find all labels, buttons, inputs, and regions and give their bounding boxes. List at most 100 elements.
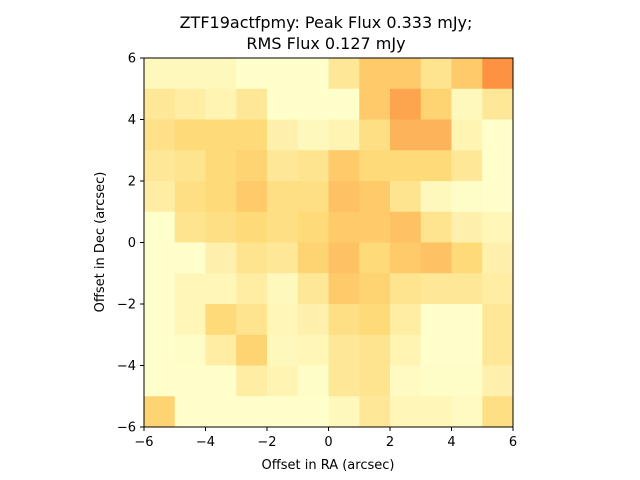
heatmap-cell [390,273,422,305]
heatmap-cell [267,181,299,213]
heatmap-cell [144,211,176,243]
heatmap-cell [236,365,268,397]
heatmap-cell [359,58,391,90]
heatmap-cell [451,365,483,397]
heatmap-cell [297,211,329,243]
heatmap-cell [482,150,514,182]
heatmap-cell [451,88,483,120]
heatmap-cell [297,273,329,305]
heatmap-cell [267,119,299,151]
heatmap-cell [174,304,206,336]
heatmap-cell [236,242,268,274]
heatmap-cell [205,396,237,428]
heatmap-cell [267,396,299,428]
heatmap-cell [236,396,268,428]
heatmap-cell [328,334,360,366]
heatmap-cell [144,181,176,213]
heatmap-cell [359,396,391,428]
heatmap-cell [359,334,391,366]
heatmap-cell [236,150,268,182]
heatmap-cell [205,211,237,243]
heatmap-cell [174,273,206,305]
heatmap-cell [205,365,237,397]
heatmap-cell [390,304,422,336]
y-axis-ticks: −6 −4 −2 0 2 4 6 [117,52,144,436]
heatmap-cell [328,119,360,151]
heatmap-cell [267,242,299,274]
heatmap-cell [390,396,422,428]
x-tick-label: −4 [196,435,215,450]
x-tick-label: 2 [386,435,394,450]
heatmap-cell [328,58,360,90]
heatmap-cell [482,119,514,151]
x-tick-label: 4 [447,435,455,450]
heatmap-cell [328,242,360,274]
heatmap-cell [482,242,514,274]
y-tick-label: −2 [117,298,136,313]
heatmap-cell [482,88,514,120]
heatmap-cell [236,304,268,336]
heatmap-cell [174,365,206,397]
heatmap-cell [174,150,206,182]
heatmap-cell [144,396,176,428]
heatmap-cell [297,334,329,366]
heatmap-cell [174,242,206,274]
heatmap-cell [174,181,206,213]
heatmap-cell [359,88,391,120]
heatmap-cell [328,365,360,397]
heatmap-cell [267,365,299,397]
heatmap-cell [267,58,299,90]
heatmap-cell [297,396,329,428]
heatmap-cell [482,211,514,243]
heatmap-cell [420,119,452,151]
heatmap-cell [390,334,422,366]
chart-title-line2: RMS Flux 0.127 mJy [246,34,405,53]
heatmap-cell [451,396,483,428]
heatmap-cell [451,334,483,366]
heatmap-cell [144,150,176,182]
heatmap-cell [297,181,329,213]
heatmap-cell [482,273,514,305]
heatmap-cell [297,58,329,90]
heatmap-cell [482,365,514,397]
heatmap-cell [236,181,268,213]
heatmap-cell [297,119,329,151]
heatmap-cell [328,150,360,182]
heatmap-cell [174,396,206,428]
heatmap-cell [482,58,514,90]
heatmap-cell [267,304,299,336]
heatmap-cell [390,88,422,120]
heatmap-cell [390,58,422,90]
heatmap-cell [451,150,483,182]
heatmap-cell [205,88,237,120]
heatmap-cell [390,119,422,151]
heatmap-cell [297,304,329,336]
heatmap-cell [328,88,360,120]
heatmap-cell [359,211,391,243]
heatmap-cell [144,58,176,90]
y-tick-label: −4 [117,359,136,374]
heatmap-cell [205,242,237,274]
heatmap-cell [451,58,483,90]
heatmap-cell [174,334,206,366]
heatmap-cell [236,273,268,305]
heatmap-cell [390,211,422,243]
y-tick-label: 0 [128,236,136,251]
heatmap-cell [267,88,299,120]
y-tick-label: −6 [117,421,136,436]
x-tick-label: −6 [134,435,153,450]
heatmap-cell [420,211,452,243]
heatmap-cell [420,58,452,90]
heatmap-cell [297,365,329,397]
x-tick-label: 6 [509,435,517,450]
heatmap-cell [482,334,514,366]
heatmap-cell [359,273,391,305]
heatmap-cell [328,304,360,336]
heatmap-cell [359,365,391,397]
heatmap-cell [144,273,176,305]
y-axis-label: Offset in Dec (arcsec) [93,172,108,313]
heatmap-cell [359,304,391,336]
heatmap-cell [267,273,299,305]
heatmap-cell [267,334,299,366]
heatmap-cell [359,150,391,182]
